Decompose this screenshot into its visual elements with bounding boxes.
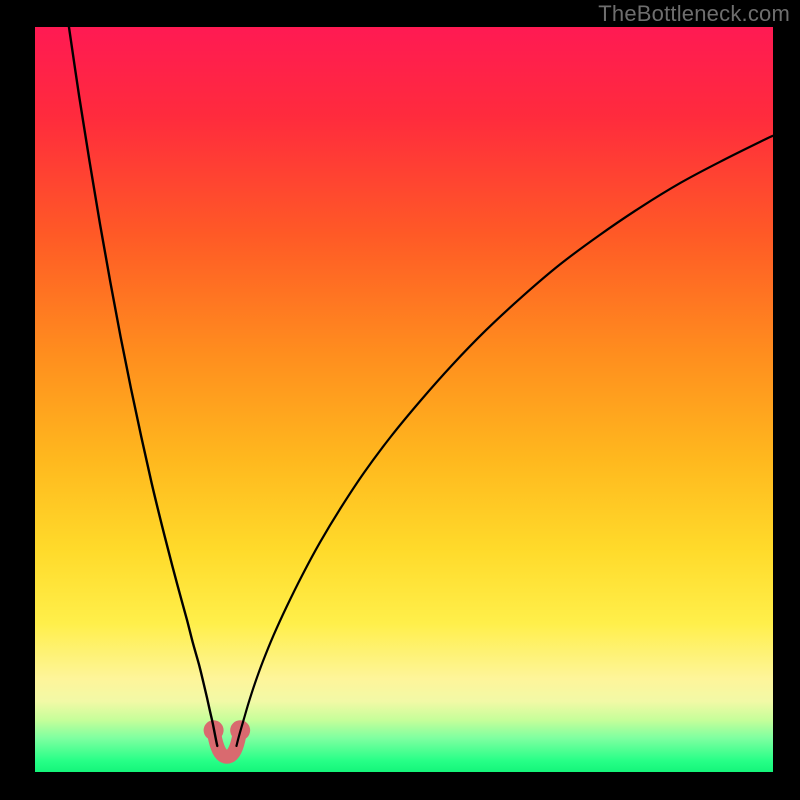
chart-root: TheBottleneck.com [0,0,800,800]
plot-background [35,27,773,772]
bottleneck-curve-chart [0,0,800,800]
